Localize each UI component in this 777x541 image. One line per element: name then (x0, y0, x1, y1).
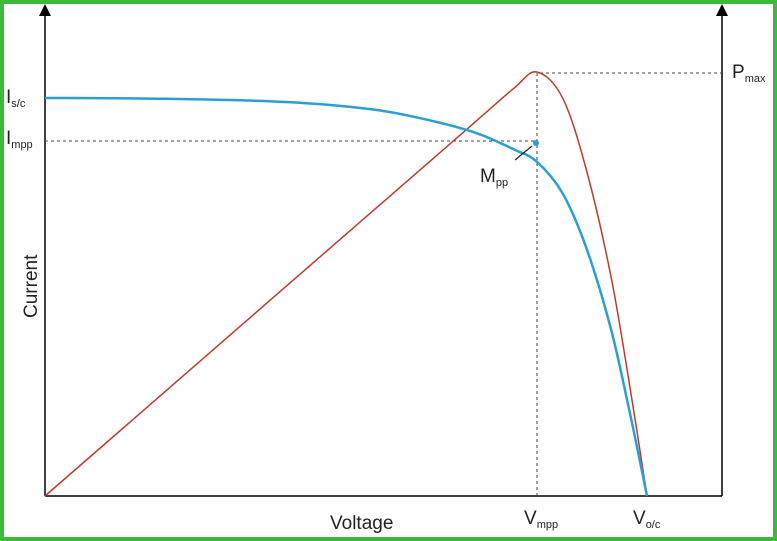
mpp-marker (533, 140, 539, 146)
voc-label: Vo/c (633, 508, 661, 531)
x-axis-label: Voltage (330, 513, 393, 534)
pmax-label: Pmax (732, 62, 766, 85)
mpp-label: Mpp (480, 166, 508, 189)
mpp-pointer-line (514, 145, 533, 161)
impp-label: Impp (6, 128, 33, 151)
power-curve (44, 71, 648, 497)
y-axis-label: Current (21, 254, 42, 318)
iv-curve (44, 96, 649, 497)
isc-label: Is/c (6, 87, 26, 110)
vmpp-label: Vmpp (524, 508, 558, 531)
